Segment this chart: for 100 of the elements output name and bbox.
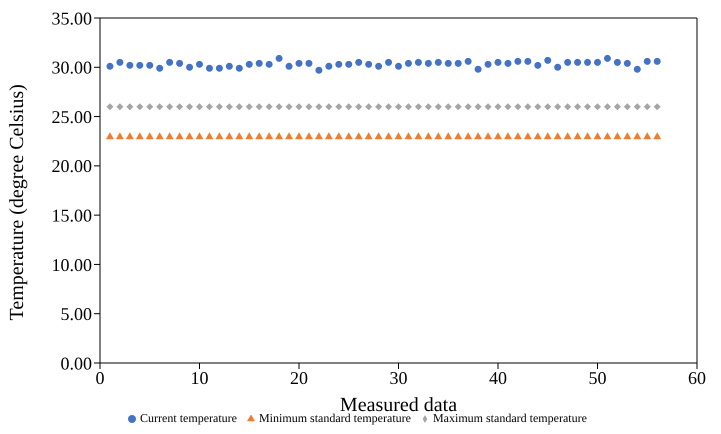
- point: [285, 132, 294, 140]
- point: [246, 103, 253, 110]
- point: [335, 60, 342, 68]
- point: [176, 132, 184, 140]
- point: [654, 103, 661, 110]
- point: [594, 132, 602, 140]
- point: [186, 103, 194, 110]
- point: [484, 60, 492, 68]
- point: [654, 58, 661, 65]
- point: [315, 66, 322, 74]
- point: [116, 58, 124, 66]
- point: [554, 64, 562, 71]
- legend-label: Minimum standard temperature: [259, 411, 411, 425]
- point: [504, 132, 512, 140]
- point: [514, 58, 522, 65]
- x-tick-label: 60: [688, 368, 706, 388]
- point: [644, 103, 651, 110]
- point: [236, 64, 243, 72]
- point: [474, 66, 482, 73]
- point: [246, 60, 253, 68]
- point: [414, 132, 422, 140]
- point: [255, 132, 264, 140]
- point: [395, 62, 402, 70]
- point: [156, 64, 164, 72]
- point: [544, 56, 552, 64]
- point: [444, 60, 452, 67]
- point: [584, 103, 592, 110]
- point: [186, 132, 194, 140]
- point: [494, 58, 502, 66]
- point: [266, 103, 273, 110]
- point: [554, 103, 562, 110]
- point: [454, 132, 462, 140]
- point: [206, 103, 213, 110]
- point: [444, 103, 452, 110]
- point: [474, 103, 482, 110]
- point: [434, 58, 442, 66]
- point: [544, 132, 552, 140]
- point: [266, 60, 273, 68]
- x-tick-label: 30: [390, 368, 408, 388]
- point: [534, 62, 542, 69]
- x-tick-label: 40: [489, 368, 507, 388]
- point: [166, 132, 174, 140]
- point: [574, 103, 582, 110]
- point: [514, 132, 522, 140]
- point: [304, 132, 313, 140]
- point: [166, 58, 174, 66]
- point: [365, 60, 372, 68]
- point: [634, 66, 641, 73]
- point: [355, 58, 362, 66]
- point: [196, 103, 203, 110]
- point: [534, 132, 542, 140]
- point: [554, 132, 562, 140]
- point: [245, 132, 254, 140]
- point: [434, 103, 442, 110]
- point: [584, 132, 592, 140]
- y-tick-label: 20.00: [52, 156, 92, 176]
- point: [454, 60, 462, 67]
- point: [574, 58, 582, 66]
- point: [325, 62, 332, 70]
- point: [375, 103, 382, 110]
- point: [404, 60, 412, 67]
- point: [484, 103, 492, 110]
- point: [196, 60, 203, 68]
- y-tick-label: 25.00: [52, 106, 92, 127]
- point: [534, 103, 542, 110]
- point: [444, 132, 452, 140]
- y-tick-label: 10.00: [52, 254, 92, 275]
- point: [374, 132, 383, 140]
- point: [136, 103, 144, 110]
- point: [106, 103, 114, 110]
- point: [564, 132, 572, 140]
- point: [544, 103, 552, 110]
- point: [116, 132, 124, 140]
- point: [345, 103, 352, 110]
- y-tick-label: 30.00: [52, 58, 92, 78]
- y-tick-label: 5.00: [60, 304, 92, 324]
- point: [146, 62, 154, 69]
- point: [385, 58, 392, 66]
- x-tick-label: 20: [290, 368, 308, 388]
- point: [613, 132, 622, 140]
- point: [574, 132, 582, 140]
- point: [414, 103, 422, 110]
- point: [643, 132, 652, 140]
- point: [176, 103, 184, 110]
- point: [474, 132, 482, 140]
- point: [464, 132, 472, 140]
- point: [256, 60, 263, 67]
- point: [404, 132, 412, 140]
- point: [116, 103, 124, 110]
- point: [216, 64, 223, 72]
- point: [464, 58, 472, 65]
- point: [305, 103, 312, 110]
- point: [365, 103, 372, 110]
- point: [594, 103, 601, 110]
- point: [196, 132, 204, 140]
- point: [286, 103, 293, 110]
- point: [335, 103, 342, 110]
- point: [276, 103, 283, 110]
- y-tick-label: 0.00: [60, 353, 92, 374]
- point: [314, 132, 323, 140]
